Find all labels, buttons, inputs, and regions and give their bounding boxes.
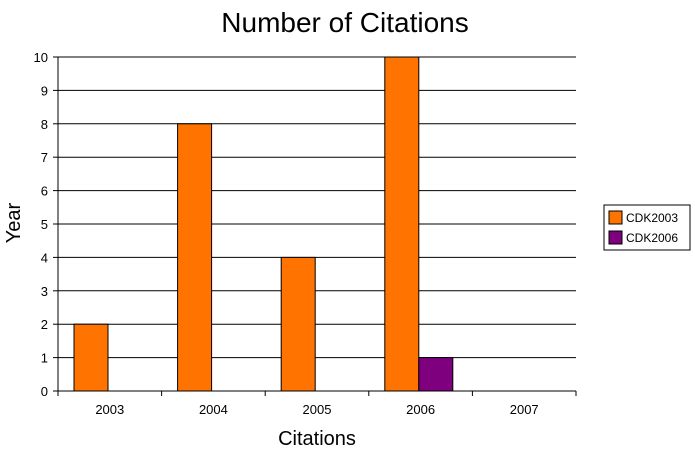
axes: [53, 56, 577, 396]
y-tick-label-9: 9: [41, 83, 48, 98]
y-tick-label-10: 10: [34, 50, 48, 65]
x-tick-label-2005: 2005: [303, 402, 332, 417]
legend-label-cdk2006: CDK2006: [626, 231, 678, 245]
legend-swatch-cdk2006: [608, 230, 623, 245]
x-tick-labels: 2003 2004 2005 2006 2007: [95, 402, 538, 417]
y-tick-label-2: 2: [41, 317, 48, 332]
legend: CDK2003 CDK2006: [603, 204, 691, 251]
y-tick-label-6: 6: [41, 184, 48, 199]
x-tick-label-2007: 2007: [510, 402, 539, 417]
gridlines: [58, 56, 576, 359]
bar-cdk2006-2006: [418, 357, 454, 392]
y-tick-label-5: 5: [41, 217, 48, 232]
bar-cdk2003-2005: [280, 256, 316, 392]
bar-cdk2003-2006: [384, 56, 420, 392]
y-tick-label-7: 7: [41, 150, 48, 165]
y-tick-label-8: 8: [41, 117, 48, 132]
y-tick-label-1: 1: [41, 351, 48, 366]
y-tick-labels: 0 1 2 3 4 5 6 7 8 9 10: [34, 50, 48, 399]
x-tick-label-2004: 2004: [199, 402, 228, 417]
y-axis-label: Year: [3, 202, 25, 243]
legend-label-cdk2003: CDK2003: [626, 211, 678, 225]
x-axis-label: Citations: [278, 428, 356, 450]
bar-cdk2003-2004: [177, 123, 213, 392]
bar-cdk2003-2003: [73, 323, 109, 392]
legend-swatch-cdk2003: [608, 210, 623, 225]
chart-title: Number of Citations: [221, 7, 468, 38]
y-tick-label-0: 0: [41, 384, 48, 399]
y-tick-label-3: 3: [41, 284, 48, 299]
x-tick-label-2003: 2003: [95, 402, 124, 417]
x-tick-label-2006: 2006: [406, 402, 435, 417]
y-tick-label-4: 4: [41, 250, 48, 265]
